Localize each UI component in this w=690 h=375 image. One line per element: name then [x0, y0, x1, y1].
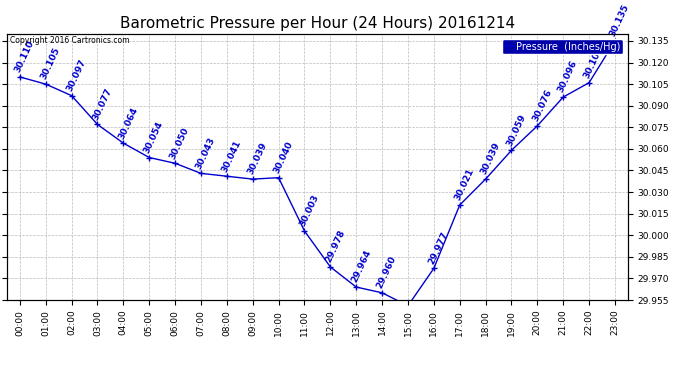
Text: 30.043: 30.043 [194, 135, 217, 171]
Legend: Pressure  (Inches/Hg): Pressure (Inches/Hg) [502, 39, 623, 54]
Title: Barometric Pressure per Hour (24 Hours) 20161214: Barometric Pressure per Hour (24 Hours) … [120, 16, 515, 31]
Text: 30.039: 30.039 [246, 141, 268, 176]
Text: 29.951: 29.951 [0, 374, 1, 375]
Text: 30.106: 30.106 [582, 45, 605, 80]
Text: 29.977: 29.977 [427, 230, 450, 266]
Text: 30.050: 30.050 [168, 126, 191, 160]
Text: 30.039: 30.039 [479, 141, 502, 176]
Text: 30.040: 30.040 [272, 140, 295, 175]
Text: 30.096: 30.096 [556, 59, 579, 94]
Text: 30.077: 30.077 [90, 87, 113, 122]
Text: 29.960: 29.960 [375, 255, 398, 290]
Text: Copyright 2016 Cartronics.com: Copyright 2016 Cartronics.com [10, 36, 130, 45]
Text: 30.059: 30.059 [504, 112, 527, 147]
Text: 30.097: 30.097 [65, 58, 88, 93]
Text: 30.076: 30.076 [531, 88, 553, 123]
Text: 30.110: 30.110 [13, 39, 36, 74]
Text: 30.135: 30.135 [608, 3, 631, 38]
Text: 30.064: 30.064 [117, 105, 139, 140]
Text: 29.964: 29.964 [349, 249, 373, 284]
Text: 30.041: 30.041 [220, 138, 243, 174]
Text: 30.003: 30.003 [297, 193, 320, 228]
Text: 30.021: 30.021 [453, 167, 475, 202]
Text: 30.105: 30.105 [39, 46, 61, 81]
Text: 29.978: 29.978 [324, 229, 346, 264]
Text: 30.054: 30.054 [142, 120, 165, 155]
